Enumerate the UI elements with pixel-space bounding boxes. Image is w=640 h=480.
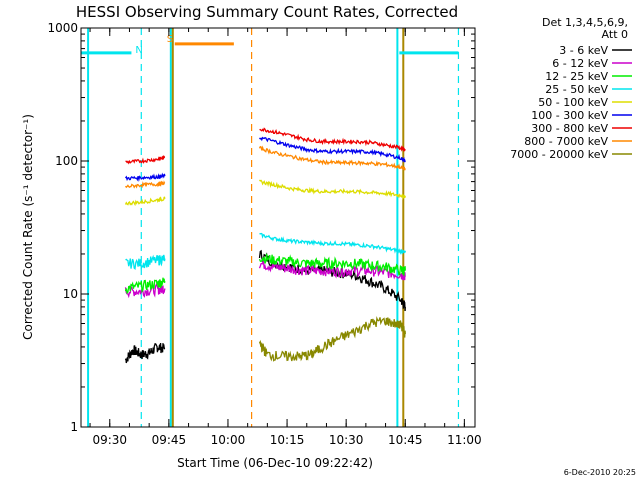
x-tick-label: 09:45 [152, 433, 187, 447]
series-line [124, 196, 166, 207]
legend-label: 100 - 300 keV [531, 109, 608, 122]
y-tick-label: 10 [63, 287, 78, 301]
legend-label: 6 - 12 keV [552, 57, 608, 70]
series-6-12keV [124, 259, 406, 299]
plot-area [124, 127, 406, 364]
legend-label: 300 - 800 keV [531, 122, 608, 135]
series-line [259, 232, 406, 255]
series-25-50keV [125, 232, 406, 271]
series-12-25keV [124, 253, 406, 295]
legend-header-line-2: Att 0 [602, 28, 628, 41]
series-50-100keV [124, 179, 406, 207]
series-line [124, 172, 166, 182]
x-axis-ticks: 09:30 09:45 10:00 10:15 10:30 10:45 11:00 [89, 28, 482, 447]
footer-timestamp: 6-Dec-2010 20:25 [564, 468, 636, 477]
state-label: N [135, 45, 142, 56]
plot-frame [80, 27, 476, 428]
series-line [125, 155, 166, 165]
y-axis-label: Corrected Count Rate (s⁻¹ detector⁻¹) [21, 114, 35, 340]
y-tick-label: 1 [70, 420, 78, 434]
legend-label: 7000 - 20000 keV [510, 148, 608, 161]
legend-label: 800 - 7000 keV [524, 135, 608, 148]
series-line [258, 145, 406, 171]
annotation-layer: NS [81, 28, 460, 427]
series-800-7000keV [124, 145, 406, 189]
series-line [258, 136, 406, 163]
x-tick-label: 11:00 [447, 433, 482, 447]
series-line [258, 179, 406, 200]
series-100-300keV [124, 136, 406, 182]
series-line [259, 127, 406, 153]
legend-label: 12 - 25 keV [545, 70, 608, 83]
series-line [125, 254, 166, 271]
chart-title: HESSI Observing Summary Count Rates, Cor… [76, 3, 458, 21]
series-line [258, 259, 406, 281]
y-axis-ticks: 1 10 100 1000 [47, 21, 475, 434]
series-line [124, 277, 166, 295]
x-tick-label: 09:30 [92, 433, 127, 447]
legend-header-line-1: Det 1,3,4,5,6,9, [542, 16, 628, 29]
x-tick-label: 10:45 [388, 433, 423, 447]
state-label: S [167, 34, 173, 45]
x-tick-label: 10:15 [270, 433, 305, 447]
legend-label: 3 - 6 keV [559, 44, 608, 57]
series-line [124, 180, 166, 189]
y-tick-label: 1000 [47, 21, 78, 35]
series-300-800keV [125, 127, 406, 165]
series-7000-20000keV [258, 315, 406, 362]
series-line [124, 342, 166, 364]
series-line [258, 315, 406, 362]
x-tick-label: 10:00 [211, 433, 246, 447]
y-tick-label: 100 [55, 154, 78, 168]
series-line [124, 283, 166, 299]
legend-label: 50 - 100 keV [538, 96, 608, 109]
series-line [258, 253, 406, 276]
legend-label: 25 - 50 keV [545, 83, 608, 96]
x-axis-label: Start Time (06-Dec-10 09:22:42) [177, 456, 373, 470]
x-tick-label: 10:30 [329, 433, 364, 447]
